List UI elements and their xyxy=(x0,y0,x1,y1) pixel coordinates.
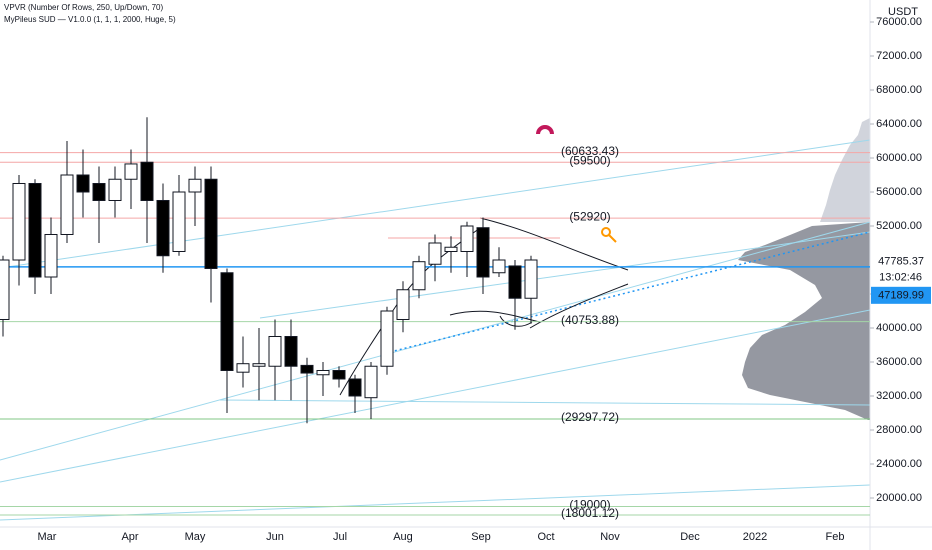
level-label: (40753.88) xyxy=(561,313,619,327)
candle-body xyxy=(0,259,10,320)
candle-body xyxy=(348,378,362,397)
candle-body xyxy=(188,178,202,193)
candle-body xyxy=(460,225,474,252)
x-tick-label: Aug xyxy=(393,531,413,543)
candle-body xyxy=(268,335,282,367)
x-tick-label: Jun xyxy=(266,531,284,543)
volume-profile-upper xyxy=(820,118,870,222)
unit-label: USDT xyxy=(888,6,918,18)
x-tick-label: Dec xyxy=(680,531,700,543)
candle-body xyxy=(508,265,522,299)
level-label: (52920) xyxy=(569,209,610,223)
candle-body xyxy=(60,174,74,235)
x-tick-label: Nov xyxy=(600,531,620,543)
magnet-icon xyxy=(536,125,554,135)
y-tick-label: 68000.00 xyxy=(876,84,922,96)
candle-body xyxy=(12,182,26,261)
candle-body xyxy=(220,272,234,371)
candle-body xyxy=(44,233,58,278)
candle-body xyxy=(28,182,42,278)
countdown: 13:02:46 xyxy=(879,272,922,284)
y-tick-label: 76000.00 xyxy=(876,16,922,28)
y-tick-label: 24000.00 xyxy=(876,458,922,470)
candle-body xyxy=(524,259,538,299)
candle-body xyxy=(252,363,266,367)
candle-body xyxy=(124,163,138,180)
x-tick-label: Sep xyxy=(471,531,491,543)
candle-body xyxy=(492,259,506,274)
candle-body xyxy=(476,227,490,278)
candle-body xyxy=(412,261,426,291)
y-tick-label: 32000.00 xyxy=(876,390,922,402)
legend-line: VPVR (Number Of Rows, 250, Up/Down, 70) xyxy=(4,3,164,12)
x-tick-label: Apr xyxy=(121,531,138,543)
candle-body xyxy=(380,310,394,367)
x-tick-label: Mar xyxy=(38,531,57,543)
candle-body xyxy=(284,335,298,367)
candle-body xyxy=(140,161,154,201)
legend-line: MyPileus SUD — V1.0.0 (1, 1, 1, 2000, Hu… xyxy=(4,15,176,24)
candle-body xyxy=(92,182,106,201)
candle-body xyxy=(76,174,90,193)
y-tick-label: 36000.00 xyxy=(876,356,922,368)
candle-body xyxy=(444,246,458,252)
candle-body xyxy=(364,365,378,399)
y-tick-label: 28000.00 xyxy=(876,424,922,436)
candle-body xyxy=(396,289,410,320)
candle-body xyxy=(236,363,250,373)
key-icon xyxy=(601,227,617,243)
x-tick-label: 2022 xyxy=(743,531,767,543)
y-tick-label: 20000.00 xyxy=(876,492,922,504)
candle-body xyxy=(332,369,346,380)
candle-body xyxy=(316,369,330,376)
level-label: (60633.43) xyxy=(561,144,619,158)
candle-body xyxy=(172,191,186,252)
candle-body xyxy=(204,178,218,269)
trend-lines xyxy=(0,139,871,521)
level-label: (18001.12) xyxy=(561,506,619,520)
x-tick-label: Feb xyxy=(826,531,845,543)
y-tick-label: 40000.00 xyxy=(876,322,922,334)
level-label: (59500) xyxy=(569,153,610,167)
x-tick-label: Jul xyxy=(333,531,347,543)
price-label: 47785.37 xyxy=(878,256,924,268)
candle-body xyxy=(428,242,442,265)
y-tick-label: 72000.00 xyxy=(876,50,922,62)
candle-body xyxy=(156,199,170,257)
last-price-label: 47189.99 xyxy=(878,290,924,302)
level-label: (19000) xyxy=(569,498,610,512)
candle-body xyxy=(300,364,314,374)
x-tick-label: Oct xyxy=(537,531,554,543)
x-tick-label: May xyxy=(185,531,206,543)
level-label: (29297.72) xyxy=(561,410,619,424)
candle-body xyxy=(108,178,122,201)
y-tick-label: 64000.00 xyxy=(876,118,922,130)
y-tick-label: 60000.00 xyxy=(876,152,922,164)
y-tick-label: 56000.00 xyxy=(876,186,922,198)
y-tick-label: 52000.00 xyxy=(876,220,922,232)
volume-profile-lower xyxy=(738,222,870,420)
last-price-box xyxy=(871,286,931,304)
